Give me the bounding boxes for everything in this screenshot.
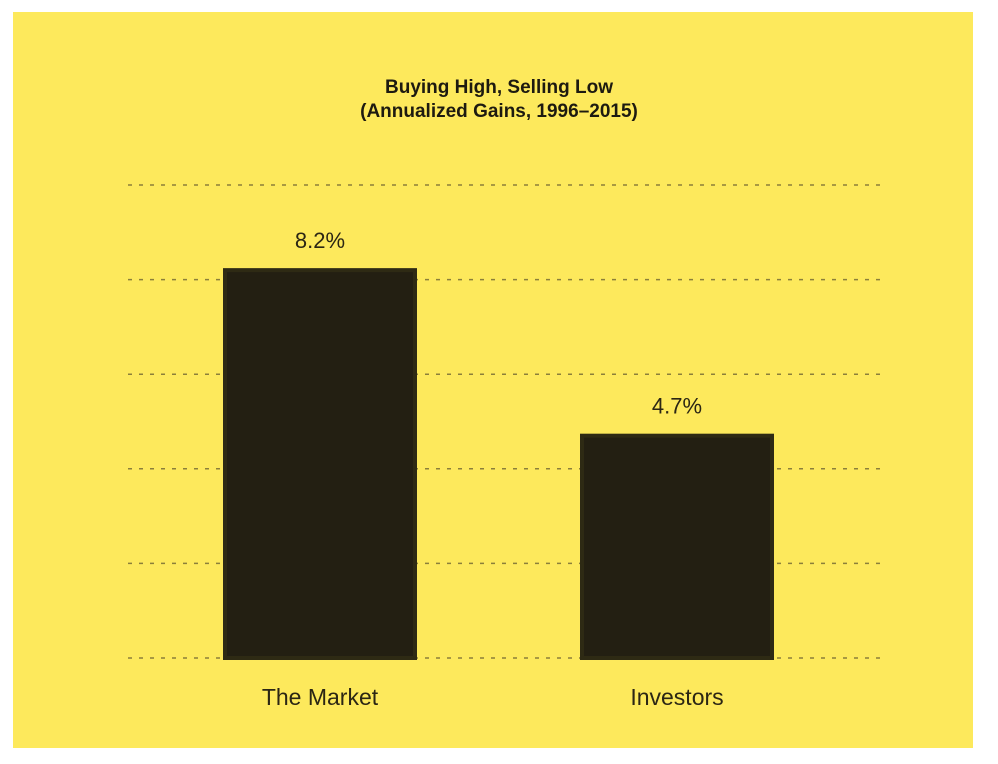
bar xyxy=(223,268,417,660)
category-label: Investors xyxy=(630,684,723,710)
bar-value-label: 8.2% xyxy=(295,228,345,253)
chart-background xyxy=(13,12,973,748)
category-label: The Market xyxy=(262,684,379,710)
bar-value-label: 4.7% xyxy=(652,394,702,419)
bars xyxy=(223,268,774,660)
chart-subtitle: (Annualized Gains, 1996–2015) xyxy=(360,101,638,122)
gridlines xyxy=(128,184,880,659)
labels: 8.2% The Market 4.7% Investors xyxy=(262,228,724,710)
chart-title-block: Buying High, Selling Low (Annualized Gai… xyxy=(0,76,998,124)
chart-title: Buying High, Selling Low xyxy=(385,77,613,98)
bar xyxy=(580,433,774,660)
